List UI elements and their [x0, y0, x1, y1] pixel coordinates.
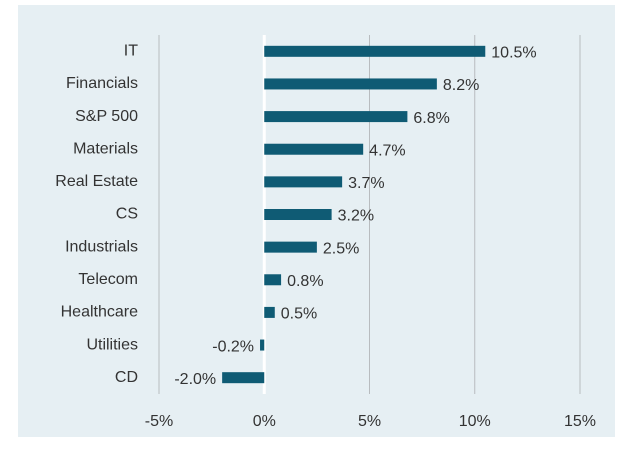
value-label: 0.5% [281, 306, 317, 323]
value-label: 3.2% [338, 208, 374, 225]
bar [264, 111, 408, 123]
value-label: -2.0% [174, 371, 216, 388]
bar [264, 143, 364, 155]
x-tick-label: 10% [459, 413, 491, 430]
y-tick-label: CD [115, 369, 138, 386]
y-tick-label: Healthcare [61, 304, 138, 321]
y-tick-label: IT [124, 43, 138, 60]
value-label: 2.5% [323, 240, 359, 257]
y-tick-label: Telecom [78, 271, 138, 288]
bar [264, 306, 275, 318]
y-tick-label: Real Estate [55, 173, 138, 190]
value-label: 0.8% [287, 273, 323, 290]
y-tick-label: Materials [73, 140, 138, 157]
y-tick-label: Industrials [65, 238, 138, 255]
plot-background [18, 5, 615, 437]
value-label: 6.8% [413, 110, 449, 127]
x-tick-label: 0% [253, 413, 276, 430]
x-tick-label: 15% [564, 413, 596, 430]
bar [264, 45, 486, 57]
y-tick-label: S&P 500 [75, 108, 138, 125]
x-tick-label: 5% [358, 413, 381, 430]
bar [222, 372, 265, 384]
bar [264, 78, 437, 90]
bar [264, 241, 317, 253]
x-tick-label: -5% [145, 413, 173, 430]
bar [264, 176, 343, 188]
y-tick-label: Utilities [86, 336, 138, 353]
value-label: 8.2% [443, 77, 479, 94]
bar [264, 209, 332, 220]
bar [264, 274, 282, 286]
y-tick-label: CS [116, 206, 138, 223]
value-label: 3.7% [348, 175, 384, 192]
value-label: 4.7% [369, 142, 405, 159]
bar [260, 339, 265, 351]
y-tick-label: Financials [66, 75, 138, 92]
value-label: -0.2% [212, 338, 254, 355]
value-label: 10.5% [491, 45, 536, 62]
